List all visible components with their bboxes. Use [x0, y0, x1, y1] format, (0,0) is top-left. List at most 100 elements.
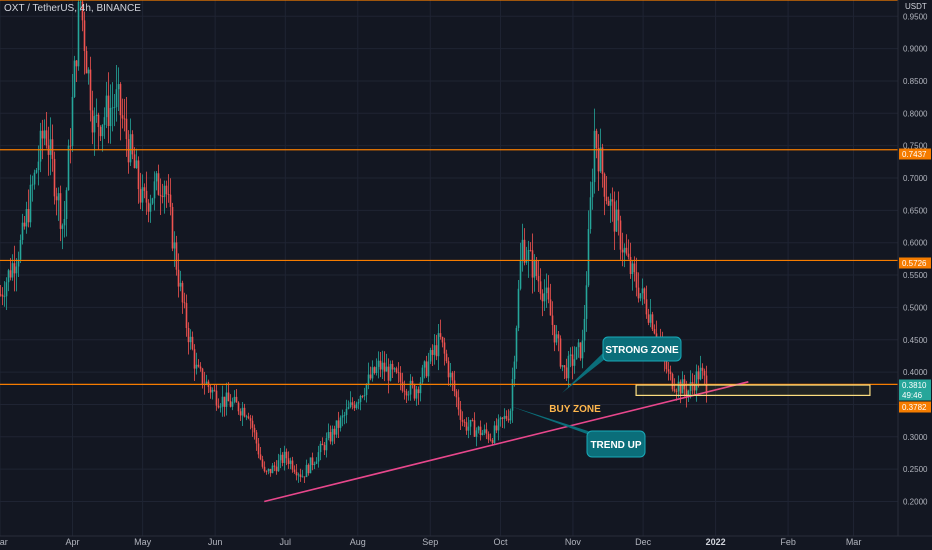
- y-tick-label: 0.8500: [903, 77, 928, 86]
- candle-body: [151, 198, 154, 204]
- candle-body: [175, 242, 178, 270]
- candle-body: [505, 415, 508, 419]
- candle-body: [551, 315, 554, 325]
- x-tick-label: Mar: [846, 537, 862, 547]
- y-tick-label: 0.9000: [903, 45, 928, 54]
- candle-body: [501, 417, 504, 419]
- candle-body: [591, 182, 594, 198]
- candle-body: [541, 293, 544, 302]
- candle-body: [11, 263, 14, 278]
- candle-body: [413, 385, 416, 399]
- candle-body: [453, 380, 456, 392]
- candle-body: [169, 194, 172, 207]
- candle-body: [65, 190, 68, 219]
- price-badge-label: 0.3810: [902, 381, 927, 390]
- candle-body: [579, 342, 582, 359]
- candle-body: [381, 362, 384, 370]
- candle-body: [63, 218, 66, 226]
- candle-body: [349, 402, 352, 408]
- candle-body: [117, 84, 120, 90]
- candle-body: [273, 465, 276, 467]
- x-tick-label: Jul: [280, 537, 292, 547]
- candle-body: [51, 139, 54, 159]
- candle-body: [321, 443, 324, 446]
- x-tick-label: Apr: [65, 537, 79, 547]
- candle-body: [187, 328, 190, 343]
- candle-body: [181, 282, 184, 303]
- candle-body: [157, 173, 160, 195]
- candle-body: [393, 368, 396, 370]
- buy-zone-box: [635, 384, 871, 396]
- candle-body: [369, 374, 372, 379]
- candle-body: [229, 401, 232, 407]
- candle-body: [339, 417, 342, 428]
- candle-body: [357, 402, 360, 404]
- candle-body: [141, 187, 144, 203]
- candle-body: [447, 361, 450, 378]
- candle-body: [567, 355, 570, 379]
- candle-body: [573, 359, 576, 366]
- candle-body: [155, 173, 158, 182]
- candle-body: [639, 293, 642, 299]
- candle-body: [201, 368, 204, 385]
- candle-body: [213, 389, 216, 391]
- candle-body: [235, 396, 238, 403]
- candle-body: [69, 145, 72, 147]
- candle-body: [641, 288, 644, 294]
- candle-body: [149, 203, 152, 212]
- x-tick-label: May: [134, 537, 152, 547]
- candle-body: [199, 366, 202, 369]
- candle-body: [239, 411, 242, 416]
- candle-body: [465, 422, 468, 431]
- candle-body: [535, 261, 538, 276]
- candle-body: [347, 407, 350, 409]
- candle-body: [135, 160, 138, 169]
- candle-body: [589, 197, 592, 230]
- candle-body: [399, 372, 402, 382]
- candle-body: [145, 190, 148, 203]
- candle-body: [343, 415, 346, 416]
- candle-body: [237, 402, 240, 412]
- candle-body: [697, 371, 700, 380]
- candle-body: [33, 172, 36, 185]
- candle-body: [389, 363, 392, 381]
- candle-body: [459, 409, 462, 420]
- candle-body: [19, 239, 22, 260]
- candle-body: [445, 353, 448, 362]
- candle-body: [491, 440, 494, 443]
- candle-body: [375, 366, 378, 374]
- candle-body: [385, 366, 388, 372]
- candle-body: [457, 397, 460, 410]
- candle-body: [309, 457, 312, 474]
- candle-body: [537, 275, 540, 282]
- candle-body: [329, 432, 332, 442]
- candle-body: [577, 342, 580, 348]
- candle-body: [647, 314, 650, 323]
- candle-body: [531, 250, 534, 278]
- candle-body: [107, 95, 110, 127]
- candle-body: [621, 249, 624, 253]
- y-tick-label: 0.9500: [903, 12, 928, 21]
- candle-body: [645, 299, 648, 315]
- candle-body: [39, 130, 42, 162]
- symbol-title: OXT / TetherUS, 4h, BINANCE: [4, 3, 141, 14]
- y-tick-label: 0.5000: [903, 303, 928, 312]
- candle-body: [499, 417, 502, 420]
- time-axis-background: [0, 536, 932, 550]
- candle-body: [0, 294, 2, 296]
- candle-body: [287, 458, 290, 464]
- x-tick-label: Dec: [635, 537, 652, 547]
- candle-body: [29, 184, 32, 223]
- candle-body: [197, 364, 200, 367]
- x-tick-label: Sep: [422, 537, 438, 547]
- strong-zone-pointer: [562, 352, 614, 393]
- candle-body: [53, 158, 56, 197]
- price-badge-label: 0.7437: [902, 150, 927, 159]
- candle-body: [115, 89, 118, 108]
- candle-body: [97, 114, 100, 128]
- candle-body: [513, 361, 516, 380]
- y-tick-label: 0.7000: [903, 174, 928, 183]
- trend-up-pointer: [510, 406, 598, 438]
- candle-body: [79, 1, 82, 3]
